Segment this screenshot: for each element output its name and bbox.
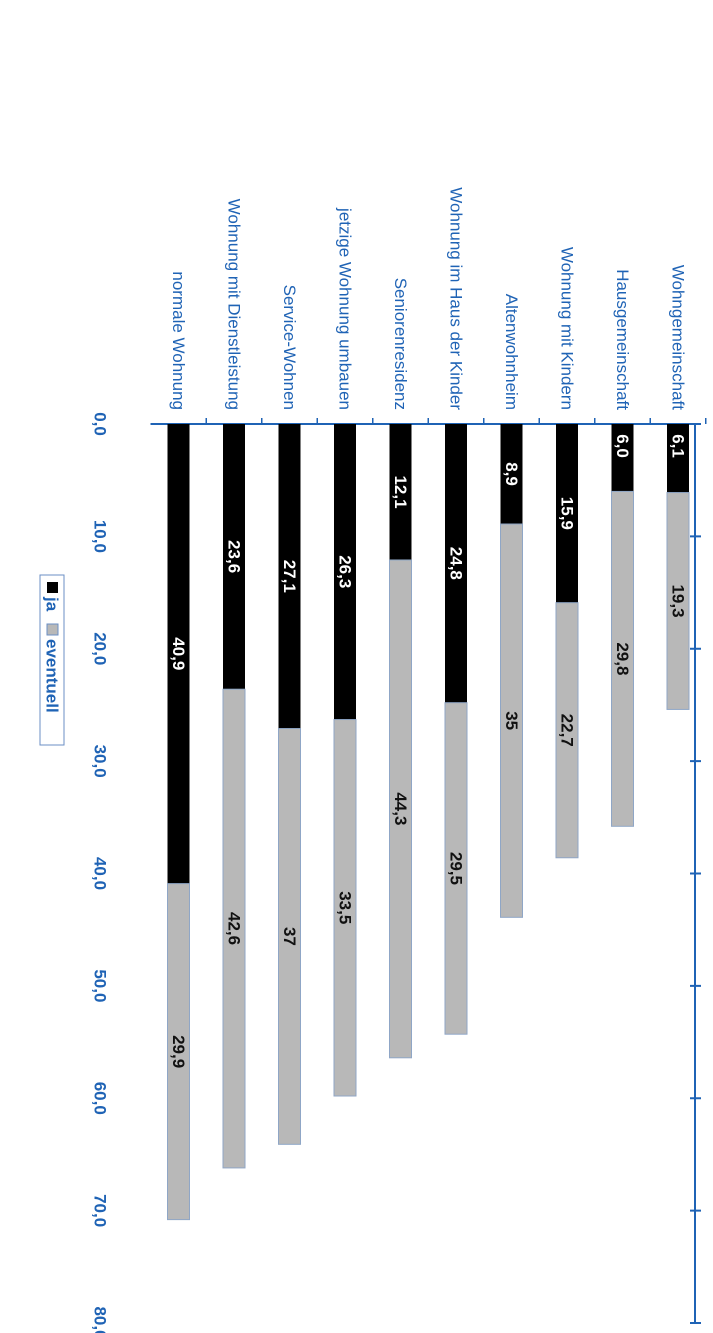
value-axis-tick-label: 40,0 — [91, 857, 110, 890]
bar-segment-eventuell — [555, 602, 579, 859]
category-label: Hausgemeinschaft — [613, 269, 632, 410]
data-label-ja: 23,6 — [225, 540, 244, 573]
bar-segment-ja — [611, 424, 634, 492]
bar-segment-ja — [278, 424, 301, 729]
data-label-ja: 26,3 — [336, 555, 355, 588]
category-label: normale Wohnung — [169, 271, 188, 410]
legend-box — [39, 574, 65, 746]
bar-segment-ja — [667, 424, 689, 493]
data-label-eventuell: 22,7 — [558, 714, 577, 747]
value-axis-tick-label: 10,0 — [91, 520, 110, 553]
plot-area: 0,0 10,0 20,0 30,0 40,0 50,0 60,0 70,0 80,0 Wohng… — [91, 187, 707, 1333]
data-label-eventuell: 35 — [502, 711, 521, 730]
data-label-ja: 8,9 — [502, 462, 521, 486]
value-axis-tick-label: 20,0 — [91, 632, 110, 665]
bar-segment-eventuell — [389, 559, 412, 1059]
value-axis-tick-label: 60,0 — [91, 1082, 110, 1115]
category-label: Wohnung mit Dienstleistung — [225, 199, 244, 410]
data-label-ja: 27,1 — [280, 560, 299, 593]
bar-segment-ja — [389, 424, 412, 560]
bar-segment-ja — [500, 424, 523, 525]
data-label-eventuell: 37 — [280, 927, 299, 946]
category-label: Wohngemeinschaft — [669, 265, 688, 410]
data-label-ja: 15,9 — [558, 497, 577, 530]
bar-segment-eventuell — [222, 688, 246, 1169]
bar-segment-eventuell — [444, 702, 468, 1035]
bar-segment-ja — [167, 424, 190, 884]
data-label-eventuell: 19,3 — [669, 584, 688, 617]
data-label-ja: 24,8 — [447, 547, 466, 580]
data-label-ja: 12,1 — [391, 475, 410, 508]
legend-label-eventuell: eventuell — [43, 639, 62, 713]
bar-segment-eventuell — [167, 883, 190, 1221]
bar-segment-eventuell — [333, 719, 357, 1097]
data-label-eventuell: 42,6 — [225, 912, 244, 945]
data-label-eventuell: 33,5 — [336, 891, 355, 924]
data-label-ja: 6,1 — [669, 434, 688, 458]
value-axis-tick-label: 80,0 — [91, 1306, 110, 1333]
bar-segment-ja — [445, 424, 467, 703]
bar-segment-eventuell — [278, 728, 301, 1145]
bar-segment-eventuell — [500, 523, 523, 918]
legend-group: ja eventuell — [39, 574, 65, 746]
value-axis-tick-label: 70,0 — [91, 1194, 110, 1227]
bar-segment-eventuell — [611, 490, 634, 827]
data-label-ja: 40,9 — [169, 637, 188, 670]
category-label: Seniorenresidenz — [391, 278, 410, 410]
legend-swatch-ja — [47, 582, 58, 593]
category-label: jetzige Wohnung umbauen — [336, 207, 355, 410]
data-label-eventuell: 29,9 — [169, 1035, 188, 1068]
bar-segment-ja — [223, 424, 245, 690]
category-label: Service-Wohnen — [280, 285, 299, 410]
legend-label-ja: ja — [43, 596, 62, 612]
bar-segment-ja — [334, 424, 356, 720]
bar-segment-eventuell — [666, 492, 690, 710]
data-label-eventuell: 44,3 — [391, 792, 410, 825]
category-label: Altenwohnheim — [502, 294, 521, 410]
legend-swatch-eventuell — [46, 623, 59, 636]
value-axis-tick-label: 30,0 — [91, 745, 110, 778]
data-label-eventuell: 29,8 — [613, 642, 632, 675]
category-label: Wohnung im Haus der Kinder — [447, 187, 466, 410]
value-axis-tick-label: 50,0 — [91, 969, 110, 1002]
legend: ja eventuell — [39, 574, 65, 746]
data-label-eventuell: 29,5 — [447, 852, 466, 885]
bar-segment-ja — [556, 424, 578, 603]
value-axis-tick-label: 0,0 — [91, 412, 110, 436]
data-label-ja: 6,0 — [613, 434, 632, 458]
category-label: Wohnung mit Kindern — [558, 247, 577, 410]
